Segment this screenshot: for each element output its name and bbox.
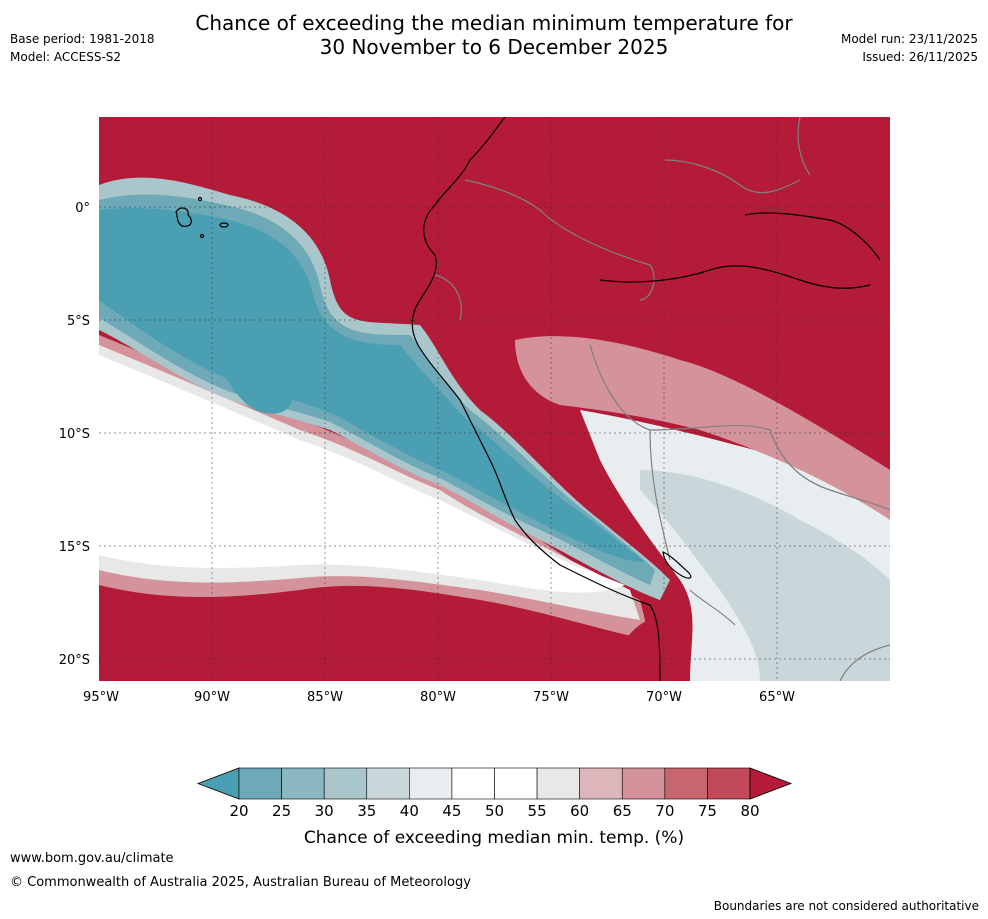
coastline <box>411 117 881 681</box>
header-meta-right: Model run: 23/11/2025 Issued: 26/11/2025 <box>841 30 978 66</box>
colorbar-tick-label: 50 <box>485 802 504 820</box>
lat-label: 20°S <box>59 653 90 668</box>
footer-url[interactable]: www.bom.gov.au/climate <box>10 851 174 866</box>
colorbar-segment <box>366 767 410 800</box>
colorbar-tick-label: 60 <box>570 802 589 820</box>
colorbar-tick-label: 30 <box>315 802 334 820</box>
southeast-grey-region <box>640 470 890 681</box>
southern-band-white <box>99 355 625 593</box>
colorbar-segment <box>579 767 623 800</box>
lat-label: 10°S <box>59 427 90 442</box>
colorbar-title: Chance of exceeding median min. temp. (%… <box>304 828 684 848</box>
lon-label: 85°W <box>307 690 343 705</box>
lon-label: 70°W <box>646 690 682 705</box>
lat-label: 0° <box>75 201 90 216</box>
base-period: Base period: 1981-2018 <box>10 32 155 46</box>
southeast-pink-band <box>515 336 890 520</box>
colorbar <box>196 767 793 800</box>
colorbar-tick-label: 40 <box>400 802 419 820</box>
lon-label: 75°W <box>533 690 569 705</box>
title-line-1: Chance of exceeding the median minimum t… <box>195 11 793 35</box>
lake-titicaca <box>662 551 692 579</box>
colorbar-segment <box>409 767 453 800</box>
colorbar-tick-label: 75 <box>698 802 717 820</box>
model-name: Model: ACCESS-S2 <box>10 50 122 64</box>
colorbar-segment <box>494 767 538 800</box>
graticule <box>99 117 890 681</box>
colorbar-segment <box>281 767 325 800</box>
colorbar-tick-label: 25 <box>272 802 291 820</box>
colorbar-tick-label: 55 <box>528 802 547 820</box>
colorbar-segment <box>707 767 751 800</box>
colorbar-segment <box>323 767 368 800</box>
lon-label: 65°W <box>759 690 795 705</box>
issued-date: Issued: 26/11/2025 <box>862 50 978 64</box>
southern-red-tongue <box>625 616 689 681</box>
colorbar-extend-low <box>196 767 240 800</box>
colorbar-segment <box>536 767 580 800</box>
lon-label: 80°W <box>420 690 456 705</box>
blue-region-core <box>99 207 645 562</box>
footer-copyright: © Commonwealth of Australia 2025, Austra… <box>10 875 471 890</box>
colorbar-ticks: 20 25 30 35 40 45 50 55 60 65 70 75 80 <box>229 802 759 820</box>
page-title: Chance of exceeding the median minimum t… <box>0 11 988 59</box>
colorbar-segment <box>238 767 282 800</box>
model-run: Model run: 23/11/2025 <box>840 32 978 46</box>
blue-west-patch <box>210 300 293 414</box>
probability-map <box>99 117 890 681</box>
country-boundaries <box>434 117 890 681</box>
lon-label: 95°W <box>83 690 119 705</box>
colorbar-tick-label: 35 <box>357 802 376 820</box>
colorbar-segment <box>451 767 495 800</box>
latitude-labels: 0° 5°S 10°S 15°S 20°S <box>59 201 90 668</box>
lat-label: 5°S <box>67 314 90 329</box>
footer-boundary-note: Boundaries are not considered authoritat… <box>713 899 979 913</box>
colorbar-tick-label: 70 <box>655 802 674 820</box>
colorbar-segment <box>621 767 666 800</box>
lon-label: 90°W <box>194 690 230 705</box>
longitude-labels: 95°W 90°W 85°W 80°W 75°W 70°W 65°W <box>83 690 795 705</box>
galapagos-islands <box>175 196 229 239</box>
colorbar-tick-label: 20 <box>229 802 248 820</box>
lat-label: 15°S <box>59 540 90 555</box>
colorbar-extend-high <box>749 767 793 800</box>
header-meta-left: Base period: 1981-2018 Model: ACCESS-S2 <box>10 30 155 66</box>
colorbar-segment <box>664 767 708 800</box>
colorbar-tick-label: 45 <box>442 802 461 820</box>
colorbar-tick-label: 65 <box>613 802 632 820</box>
title-line-2: 30 November to 6 December 2025 <box>319 35 669 59</box>
colorbar-tick-label: 80 <box>740 802 759 820</box>
